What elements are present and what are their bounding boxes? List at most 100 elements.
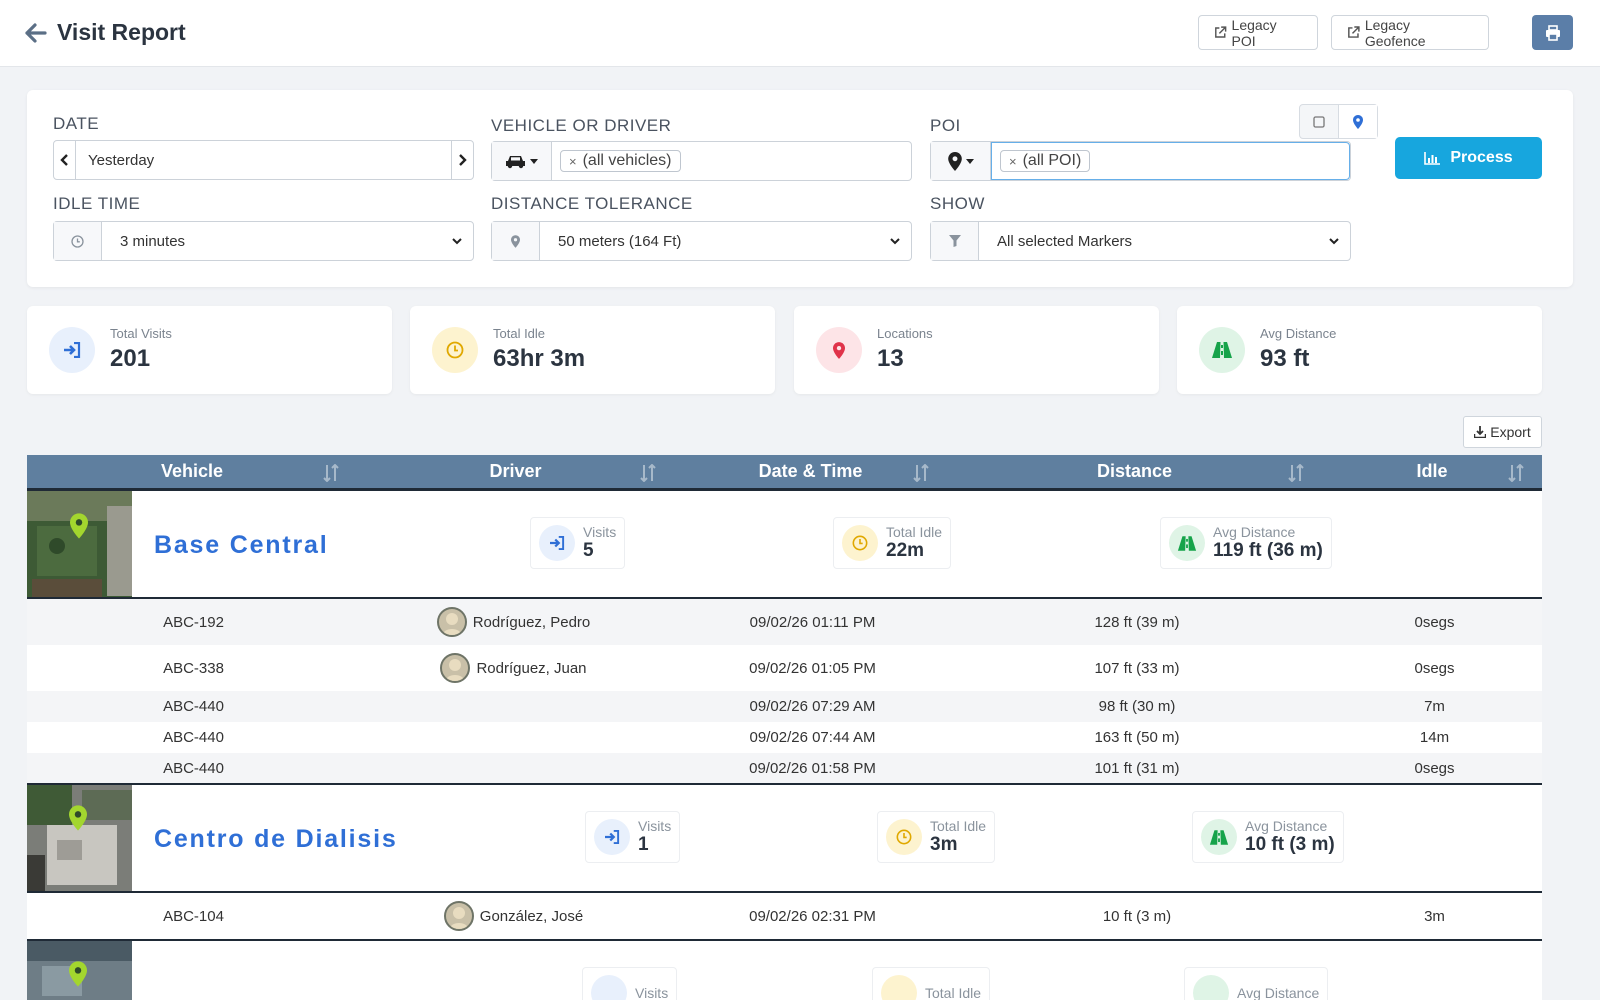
- clock-icon: [881, 975, 917, 1000]
- export-label: Export: [1490, 424, 1531, 440]
- poi-tag[interactable]: × (all POI): [1000, 150, 1091, 172]
- road-icon: [1193, 975, 1229, 1000]
- map-marker-icon: [1353, 114, 1363, 129]
- map-marker-icon: [69, 961, 87, 987]
- poi-select[interactable]: × (all POI): [930, 141, 1351, 181]
- distance-cell: 98 ft (30 m): [1098, 698, 1176, 715]
- location-thumbnail[interactable]: [27, 491, 132, 597]
- sort-icon[interactable]: [640, 464, 656, 482]
- legacy-poi-label: Legacy POI: [1231, 16, 1277, 49]
- table-row[interactable]: ABC-440 09/02/26 01:58 PM 101 ft (31 m) …: [27, 753, 1542, 785]
- sign-in-icon: [594, 819, 630, 855]
- map-marker-icon: [511, 234, 520, 248]
- datetime-cell: 09/02/26 01:05 PM: [749, 659, 876, 677]
- column-header-distance[interactable]: Distance: [947, 455, 1322, 488]
- square-icon: [1313, 115, 1325, 128]
- poi-label: POI: [930, 116, 961, 135]
- external-link-icon: [1215, 26, 1227, 38]
- table-row[interactable]: ABC-440 09/02/26 07:29 AM 98 ft (30 m) 7…: [27, 691, 1542, 722]
- legacy-poi-button[interactable]: Legacy POI: [1198, 15, 1318, 50]
- chevron-down-icon: [890, 238, 900, 245]
- vehicle-cell: ABC-440: [163, 729, 224, 746]
- table-row[interactable]: ABC-338 Rodríguez, Juan 09/02/26 01:05 P…: [27, 645, 1542, 691]
- idle-summary: Total Idle: [872, 967, 991, 1000]
- vehicle-cell: ABC-192: [163, 613, 224, 631]
- process-button[interactable]: Process: [1395, 137, 1542, 179]
- column-label: Vehicle: [160, 461, 224, 481]
- map-marker-icon: [816, 327, 862, 373]
- driver-name: Rodríguez, Juan: [476, 659, 587, 677]
- idle-time-select[interactable]: 3 minutes: [53, 221, 474, 261]
- location-group-header: Visits Total Idle Avg Distance: [27, 941, 1542, 1000]
- sort-icon[interactable]: [1288, 464, 1304, 482]
- location-name[interactable]: Centro de Dialisis: [154, 825, 398, 853]
- location-name[interactable]: Base Central: [154, 531, 329, 559]
- column-label: Distance: [1096, 461, 1173, 481]
- prev-date-button[interactable]: [54, 141, 76, 179]
- location-thumbnail[interactable]: [27, 785, 132, 891]
- next-date-button[interactable]: [451, 141, 473, 179]
- distance-cell: 101 ft (31 m): [1094, 759, 1180, 777]
- print-button[interactable]: [1532, 15, 1573, 50]
- column-header-idle[interactable]: Idle: [1322, 455, 1542, 488]
- visits-label: Visits: [583, 523, 617, 540]
- distance-cell: 163 ft (50 m): [1094, 729, 1180, 746]
- arrow-left-icon[interactable]: [25, 23, 47, 43]
- distance-tolerance-value: 50 meters (164 Ft): [558, 232, 682, 250]
- idle-label: Total Idle: [886, 523, 943, 540]
- idle-time-label: IDLE TIME: [53, 194, 141, 213]
- filter-panel: DATE Yesterday VEHICLE OR DRIVER × (all v…: [27, 90, 1573, 287]
- avatar: [436, 607, 467, 637]
- column-header-date-time[interactable]: Date & Time: [674, 455, 947, 488]
- remove-tag-icon[interactable]: ×: [1009, 153, 1017, 169]
- view-toggle: [1299, 104, 1378, 139]
- datetime-cell: 09/02/26 07:29 AM: [749, 698, 876, 715]
- sort-icon[interactable]: [323, 464, 339, 482]
- idle-value: 3m: [930, 833, 958, 855]
- date-picker[interactable]: Yesterday: [53, 140, 474, 180]
- filter-icon: [948, 235, 961, 247]
- distance-cell: 107 ft (33 m): [1094, 659, 1180, 677]
- idle-summary: Total Idle 3m: [877, 811, 996, 863]
- sort-icon[interactable]: [1508, 464, 1524, 482]
- marker-toggle[interactable]: [1338, 105, 1377, 138]
- clock-icon: [432, 327, 478, 373]
- location-thumbnail[interactable]: [27, 941, 132, 1000]
- download-icon: [1474, 426, 1487, 438]
- table-row[interactable]: ABC-104 González, José 09/02/26 02:31 PM…: [27, 893, 1542, 941]
- column-label: Driver: [489, 461, 542, 481]
- avg-distance-value: 93 ft: [1260, 345, 1310, 372]
- distance-value: 10 ft (3 m): [1245, 833, 1335, 855]
- distance-tolerance-select[interactable]: 50 meters (164 Ft): [491, 221, 912, 261]
- sign-in-icon: [49, 327, 95, 373]
- clock-icon: [886, 819, 922, 855]
- export-button[interactable]: Export: [1463, 416, 1542, 448]
- car-icon: [506, 155, 525, 168]
- locations-card: Locations 13: [794, 306, 1159, 394]
- poi-tag-field[interactable]: × (all POI): [991, 142, 1350, 180]
- vehicle-type-dropdown[interactable]: [492, 142, 552, 180]
- idle-label: Total Idle: [925, 984, 982, 1000]
- table-row[interactable]: ABC-440 09/02/26 07:44 AM 163 ft (50 m) …: [27, 722, 1542, 753]
- driver-cell: González, José: [355, 893, 672, 939]
- table-row[interactable]: ABC-192 Rodríguez, Pedro 09/02/26 01:11 …: [27, 599, 1542, 645]
- poi-type-dropdown[interactable]: [931, 142, 991, 180]
- column-header-driver[interactable]: Driver: [357, 455, 674, 488]
- chevron-down-icon: [452, 238, 462, 245]
- square-toggle[interactable]: [1300, 105, 1338, 138]
- visits-label: Visits: [638, 817, 672, 834]
- vehicle-tag[interactable]: × (all vehicles): [560, 150, 681, 172]
- legacy-geofence-button[interactable]: Legacy Geofence: [1331, 15, 1489, 50]
- external-link-icon: [1348, 26, 1360, 38]
- road-icon: [1199, 327, 1245, 373]
- visits-summary: Visits: [582, 967, 678, 1000]
- sort-icon[interactable]: [913, 464, 929, 482]
- show-select[interactable]: All selected Markers: [930, 221, 1351, 261]
- chevron-left-icon: [60, 154, 68, 166]
- vehicle-select[interactable]: × (all vehicles): [491, 141, 912, 181]
- top-bar: Visit Report Legacy POI Legacy Geofence: [0, 0, 1600, 67]
- vehicle-tag-label: (all vehicles): [582, 152, 672, 169]
- column-header-vehicle[interactable]: Vehicle: [27, 455, 357, 488]
- remove-tag-icon[interactable]: ×: [569, 153, 577, 169]
- idle-label: Total Idle: [930, 817, 987, 834]
